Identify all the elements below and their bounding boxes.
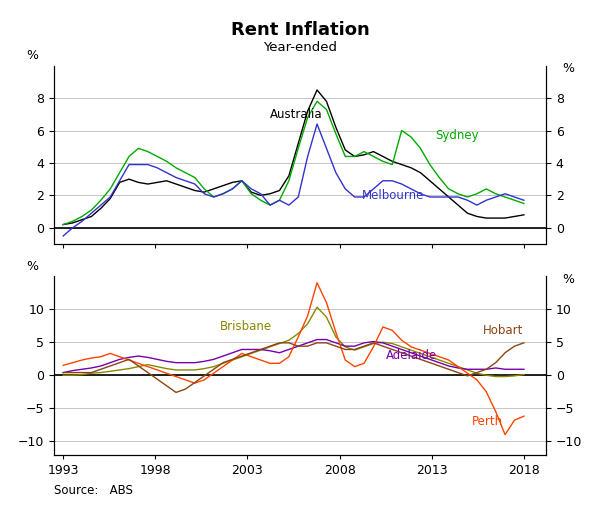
Text: Hobart: Hobart: [484, 324, 524, 337]
Text: Adelaide: Adelaide: [386, 349, 437, 362]
Text: Sydney: Sydney: [436, 129, 479, 141]
Text: Australia: Australia: [269, 108, 322, 121]
Text: Perth: Perth: [472, 415, 503, 428]
Text: Source:   ABS: Source: ABS: [54, 484, 133, 497]
Y-axis label: %: %: [562, 62, 574, 75]
Y-axis label: %: %: [562, 273, 574, 285]
Y-axis label: %: %: [26, 49, 38, 62]
Y-axis label: %: %: [26, 260, 38, 273]
Text: Rent Inflation: Rent Inflation: [230, 21, 370, 39]
Text: Year-ended: Year-ended: [263, 41, 337, 55]
Text: Brisbane: Brisbane: [220, 320, 272, 333]
Text: Melbourne: Melbourne: [362, 189, 424, 201]
